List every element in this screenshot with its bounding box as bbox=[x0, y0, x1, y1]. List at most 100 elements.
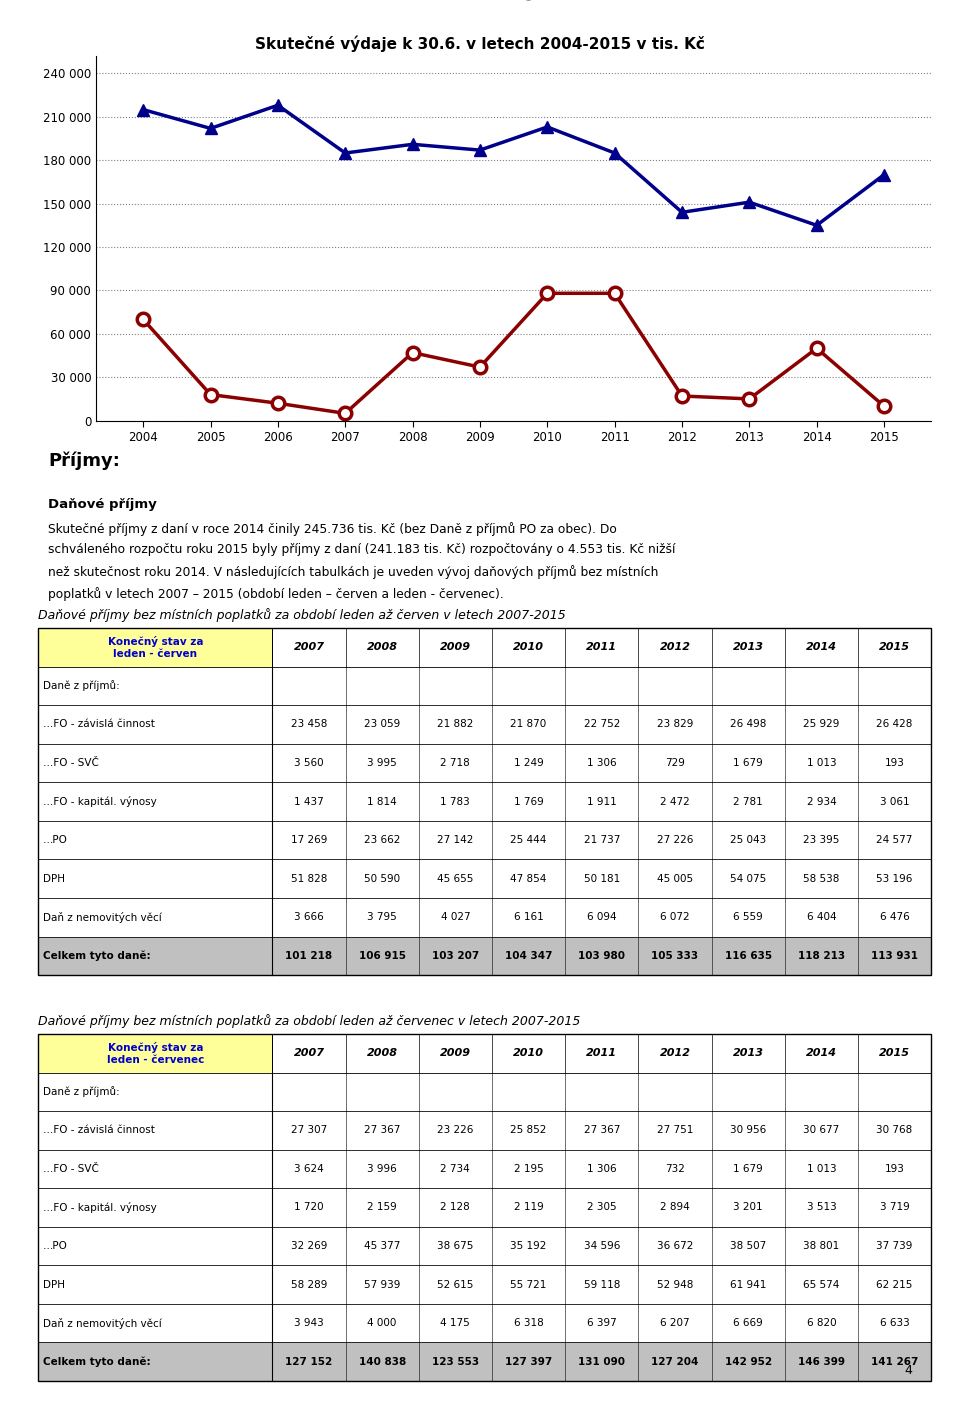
Text: Celkem tyto daně:: Celkem tyto daně: bbox=[43, 951, 151, 960]
Text: 2015: 2015 bbox=[879, 642, 910, 652]
Text: 25 444: 25 444 bbox=[511, 836, 547, 845]
Text: 113 931: 113 931 bbox=[871, 951, 918, 960]
Text: 23 662: 23 662 bbox=[364, 836, 400, 845]
Text: DPH: DPH bbox=[43, 1280, 65, 1290]
Text: Konečný stav za
leden - červen: Konečný stav za leden - červen bbox=[108, 637, 204, 659]
Text: 27 226: 27 226 bbox=[657, 836, 693, 845]
Text: Příjmy:: Příjmy: bbox=[48, 451, 120, 470]
Text: …FO - závislá činnost: …FO - závislá činnost bbox=[43, 719, 156, 729]
Legend: Běžné výdaje, Kapitálové výdaje: Běžné výdaje, Kapitálové výdaje bbox=[357, 0, 670, 6]
Text: 127 204: 127 204 bbox=[651, 1357, 699, 1367]
Text: 2007: 2007 bbox=[294, 1049, 324, 1059]
Text: Skutečné příjmy z daní v roce 2014 činily 245.736 tis. Kč (bez Daně z příjmů PO : Skutečné příjmy z daní v roce 2014 činil… bbox=[48, 522, 617, 536]
Text: 4 175: 4 175 bbox=[441, 1318, 470, 1328]
Text: 3 201: 3 201 bbox=[733, 1203, 763, 1213]
Text: 2 894: 2 894 bbox=[660, 1203, 690, 1213]
Text: 23 059: 23 059 bbox=[364, 719, 400, 729]
Text: 54 075: 54 075 bbox=[730, 873, 766, 883]
Text: 2008: 2008 bbox=[367, 642, 397, 652]
Text: 2010: 2010 bbox=[513, 1049, 544, 1059]
Text: 193: 193 bbox=[885, 1164, 904, 1173]
Text: 6 559: 6 559 bbox=[733, 913, 763, 923]
Text: 3 061: 3 061 bbox=[879, 796, 909, 806]
Text: …FO - SVČ: …FO - SVČ bbox=[43, 1164, 99, 1173]
Text: 21 737: 21 737 bbox=[584, 836, 620, 845]
Text: Daňové příjmy bez místních poplatků za období leden až červen v letech 2007-2015: Daňové příjmy bez místních poplatků za o… bbox=[38, 608, 566, 622]
Text: 58 538: 58 538 bbox=[804, 873, 840, 883]
Text: 123 553: 123 553 bbox=[432, 1357, 479, 1367]
Text: 2 305: 2 305 bbox=[587, 1203, 616, 1213]
Text: 1 814: 1 814 bbox=[368, 796, 397, 806]
Text: …FO - závislá činnost: …FO - závislá činnost bbox=[43, 1126, 156, 1136]
Text: 6 476: 6 476 bbox=[879, 913, 909, 923]
Text: …FO - SVČ: …FO - SVČ bbox=[43, 758, 99, 768]
Text: 6 633: 6 633 bbox=[879, 1318, 909, 1328]
Text: 104 347: 104 347 bbox=[505, 951, 552, 960]
Text: 1 306: 1 306 bbox=[587, 758, 616, 768]
Text: 21 882: 21 882 bbox=[437, 719, 473, 729]
Text: 35 192: 35 192 bbox=[511, 1241, 547, 1251]
Text: …PO: …PO bbox=[43, 1241, 68, 1251]
Text: 105 333: 105 333 bbox=[652, 951, 699, 960]
Text: 2012: 2012 bbox=[660, 1049, 690, 1059]
Text: 45 005: 45 005 bbox=[657, 873, 693, 883]
Text: 1 679: 1 679 bbox=[733, 1164, 763, 1173]
Text: 142 952: 142 952 bbox=[725, 1357, 772, 1367]
Text: 2014: 2014 bbox=[805, 1049, 837, 1059]
Text: Skutečné výdaje k 30.6. v letech 2004-2015 v tis. Kč: Skutečné výdaje k 30.6. v letech 2004-20… bbox=[255, 35, 705, 52]
Text: 38 801: 38 801 bbox=[804, 1241, 839, 1251]
Text: 52 948: 52 948 bbox=[657, 1280, 693, 1290]
Text: 127 152: 127 152 bbox=[285, 1357, 332, 1367]
Text: 25 043: 25 043 bbox=[730, 836, 766, 845]
Text: 30 956: 30 956 bbox=[730, 1126, 766, 1136]
Text: 34 596: 34 596 bbox=[584, 1241, 620, 1251]
Text: 1 679: 1 679 bbox=[733, 758, 763, 768]
Text: poplatků v letech 2007 – 2015 (období leden – červen a leden - červenec).: poplatků v letech 2007 – 2015 (období le… bbox=[48, 586, 504, 600]
Text: 6 404: 6 404 bbox=[806, 913, 836, 923]
Text: 141 267: 141 267 bbox=[871, 1357, 919, 1367]
Text: 106 915: 106 915 bbox=[359, 951, 406, 960]
Text: 103 207: 103 207 bbox=[432, 951, 479, 960]
Text: 27 751: 27 751 bbox=[657, 1126, 693, 1136]
Text: 6 072: 6 072 bbox=[660, 913, 690, 923]
Text: 27 142: 27 142 bbox=[437, 836, 473, 845]
Text: 2013: 2013 bbox=[732, 1049, 763, 1059]
Text: 1 013: 1 013 bbox=[806, 1164, 836, 1173]
Text: 131 090: 131 090 bbox=[578, 1357, 625, 1367]
Text: Daně z příjmů:: Daně z příjmů: bbox=[43, 1087, 120, 1098]
Text: 55 721: 55 721 bbox=[511, 1280, 547, 1290]
Text: 1 720: 1 720 bbox=[294, 1203, 324, 1213]
Text: Konečný stav za
leden - červenec: Konečný stav za leden - červenec bbox=[107, 1042, 204, 1064]
Text: 23 829: 23 829 bbox=[657, 719, 693, 729]
Text: 36 672: 36 672 bbox=[657, 1241, 693, 1251]
Text: 61 941: 61 941 bbox=[730, 1280, 766, 1290]
Text: 3 719: 3 719 bbox=[879, 1203, 909, 1213]
Text: 50 181: 50 181 bbox=[584, 873, 620, 883]
Text: 38 675: 38 675 bbox=[437, 1241, 473, 1251]
Text: 6 669: 6 669 bbox=[733, 1318, 763, 1328]
Text: 6 397: 6 397 bbox=[587, 1318, 616, 1328]
Text: 1 769: 1 769 bbox=[514, 796, 543, 806]
Text: 2010: 2010 bbox=[513, 642, 544, 652]
Text: 3 996: 3 996 bbox=[368, 1164, 397, 1173]
Text: 1 013: 1 013 bbox=[806, 758, 836, 768]
Text: 6 161: 6 161 bbox=[514, 913, 543, 923]
Text: schváleného rozpočtu roku 2015 byly příjmy z daní (241.183 tis. Kč) rozpočtovány: schváleného rozpočtu roku 2015 byly příj… bbox=[48, 543, 676, 557]
Text: 116 635: 116 635 bbox=[725, 951, 772, 960]
Text: 4 000: 4 000 bbox=[368, 1318, 396, 1328]
Text: 2 781: 2 781 bbox=[733, 796, 763, 806]
Text: 6 207: 6 207 bbox=[660, 1318, 690, 1328]
Text: 2011: 2011 bbox=[587, 642, 617, 652]
Text: 2012: 2012 bbox=[660, 642, 690, 652]
Text: DPH: DPH bbox=[43, 873, 65, 883]
Text: 53 196: 53 196 bbox=[876, 873, 913, 883]
Text: 27 307: 27 307 bbox=[291, 1126, 327, 1136]
Text: 2013: 2013 bbox=[732, 642, 763, 652]
Text: 1 249: 1 249 bbox=[514, 758, 543, 768]
Text: 2011: 2011 bbox=[587, 1049, 617, 1059]
Text: 2 472: 2 472 bbox=[660, 796, 690, 806]
Text: 17 269: 17 269 bbox=[291, 836, 327, 845]
Text: 1 783: 1 783 bbox=[441, 796, 470, 806]
Text: 4 027: 4 027 bbox=[441, 913, 470, 923]
Text: 37 739: 37 739 bbox=[876, 1241, 913, 1251]
